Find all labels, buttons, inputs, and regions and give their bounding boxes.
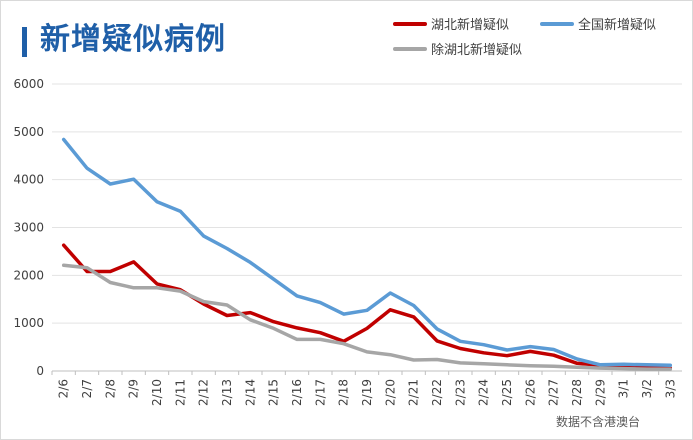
series-lines xyxy=(61,137,673,371)
x-tick-label: 2/6 xyxy=(57,379,71,398)
x-tick-label: 2/9 xyxy=(127,379,141,398)
series-line-0 xyxy=(61,243,673,370)
x-tick-label: 2/18 xyxy=(337,379,351,406)
source-note: 数据不含港澳台 xyxy=(556,415,641,429)
x-tick-label: 2/28 xyxy=(570,379,584,406)
x-tick-label: 2/22 xyxy=(430,379,444,406)
legend-label-2: 除湖北新增疑似 xyxy=(431,42,522,58)
x-tick-label: 2/27 xyxy=(547,379,561,406)
x-tick-label: 2/25 xyxy=(500,379,514,406)
x-tick-label: 2/14 xyxy=(243,379,257,406)
x-tick-label: 2/24 xyxy=(477,379,491,406)
x-tick-label: 3/3 xyxy=(663,379,677,398)
x-tick-label: 2/21 xyxy=(407,379,421,406)
y-tick-label: 5000 xyxy=(13,125,44,139)
x-tick-label: 2/20 xyxy=(383,379,397,406)
x-tick-label: 3/2 xyxy=(640,379,654,398)
y-tick-label: 2000 xyxy=(13,268,44,282)
x-tick-label: 2/16 xyxy=(290,379,304,406)
y-tick-label: 1000 xyxy=(13,316,44,330)
x-tick-label: 2/17 xyxy=(313,379,327,406)
x-tick-label: 2/19 xyxy=(360,379,374,406)
y-tick-label: 4000 xyxy=(13,173,44,187)
x-tick-label: 2/13 xyxy=(220,379,234,406)
series-line-1 xyxy=(61,137,673,368)
x-tick-label: 2/7 xyxy=(80,379,94,398)
x-tick-label: 2/11 xyxy=(173,379,187,406)
x-tick-label: 2/26 xyxy=(523,379,537,406)
x-tick-label: 3/1 xyxy=(617,379,631,398)
title-accent-bar xyxy=(22,27,27,57)
y-axis: 0 1000 2000 3000 4000 5000 6000 xyxy=(13,77,44,378)
legend-label-1: 全国新增疑似 xyxy=(578,17,656,33)
x-axis: 2/6 2/7 2/8 2/9 2/10 2/11 2/12 2/13 2/14 2/15 2/16… xyxy=(51,371,677,406)
x-tick-label: 2/29 xyxy=(593,379,607,406)
x-tick-label: 2/23 xyxy=(453,379,467,406)
gridlines xyxy=(52,83,682,372)
x-tick-label: 2/15 xyxy=(267,379,281,406)
y-tick-label: 3000 xyxy=(13,221,44,235)
x-tick-label: 2/8 xyxy=(103,379,117,398)
y-tick-label: 0 xyxy=(36,364,44,378)
y-tick-label: 6000 xyxy=(13,77,44,91)
chart-title: 新增疑似病例 xyxy=(40,22,226,57)
legend-label-0: 湖北新增疑似 xyxy=(431,17,509,33)
x-tick-label: 2/12 xyxy=(197,379,211,406)
x-tick-label: 2/10 xyxy=(150,379,164,406)
